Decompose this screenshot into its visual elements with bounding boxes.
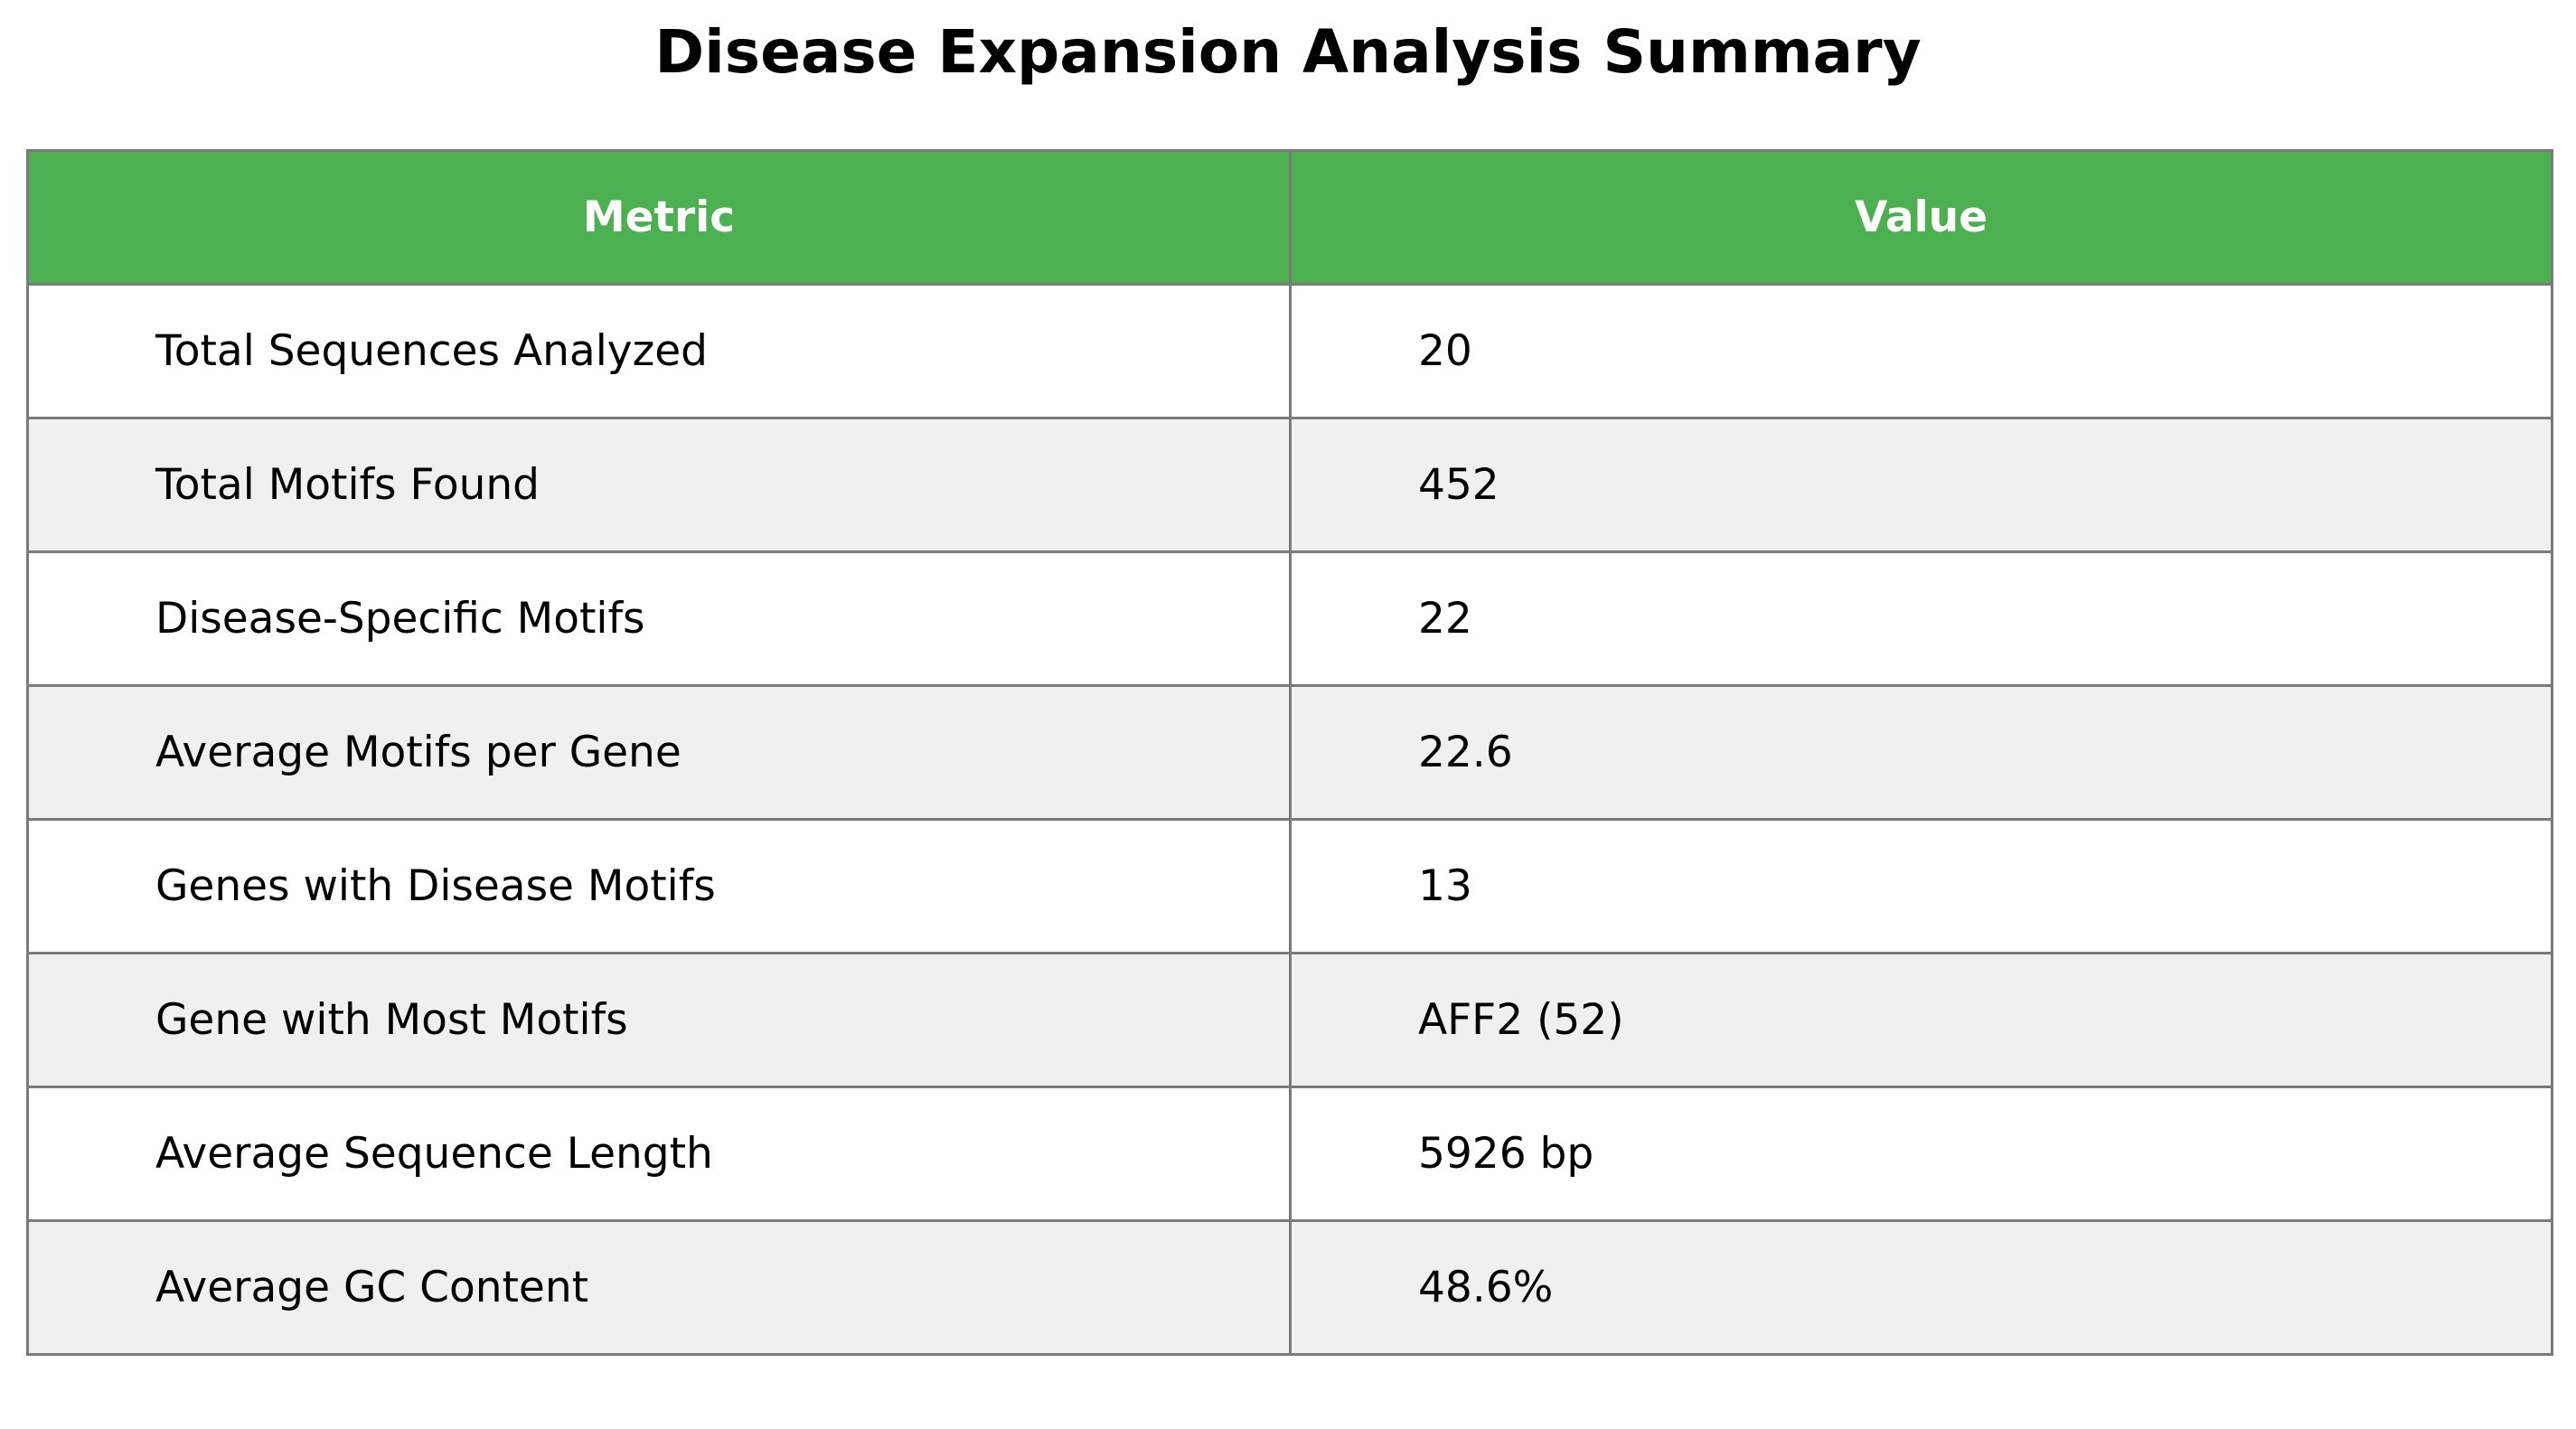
table-header-row: Metric Value [26,149,2553,286]
summary-table: Metric Value Total Sequences Analyzed 20… [26,149,2553,1356]
value-cell: 5926 bp [1289,1086,2553,1222]
value-cell: AFF2 (52) [1289,952,2553,1088]
table-row: Gene with Most Motifs AFF2 (52) [26,952,2553,1088]
table-row: Total Sequences Analyzed 20 [26,283,2553,419]
table-row: Average GC Content 48.6% [26,1219,2553,1356]
metric-cell: Genes with Disease Motifs [26,818,1292,954]
metric-cell: Disease-Specific Motifs [26,550,1292,687]
metric-cell: Average GC Content [26,1219,1292,1356]
value-cell: 22.6 [1289,684,2553,821]
metric-cell: Total Sequences Analyzed [26,283,1292,419]
chart-title: Disease Expansion Analysis Summary [654,17,1922,87]
value-cell: 22 [1289,550,2553,687]
table-row: Average Sequence Length 5926 bp [26,1086,2553,1222]
column-header-metric: Metric [26,149,1292,286]
table-row: Genes with Disease Motifs 13 [26,818,2553,954]
value-cell: 452 [1289,417,2553,553]
column-header-value: Value [1289,149,2553,286]
table-row: Average Motifs per Gene 22.6 [26,684,2553,821]
value-cell: 48.6% [1289,1219,2553,1356]
metric-cell: Average Motifs per Gene [26,684,1292,821]
value-cell: 20 [1289,283,2553,419]
table-row: Disease-Specific Motifs 22 [26,550,2553,687]
metric-cell: Average Sequence Length [26,1086,1292,1222]
metric-cell: Total Motifs Found [26,417,1292,553]
value-cell: 13 [1289,818,2553,954]
metric-cell: Gene with Most Motifs [26,952,1292,1088]
table-row: Total Motifs Found 452 [26,417,2553,553]
